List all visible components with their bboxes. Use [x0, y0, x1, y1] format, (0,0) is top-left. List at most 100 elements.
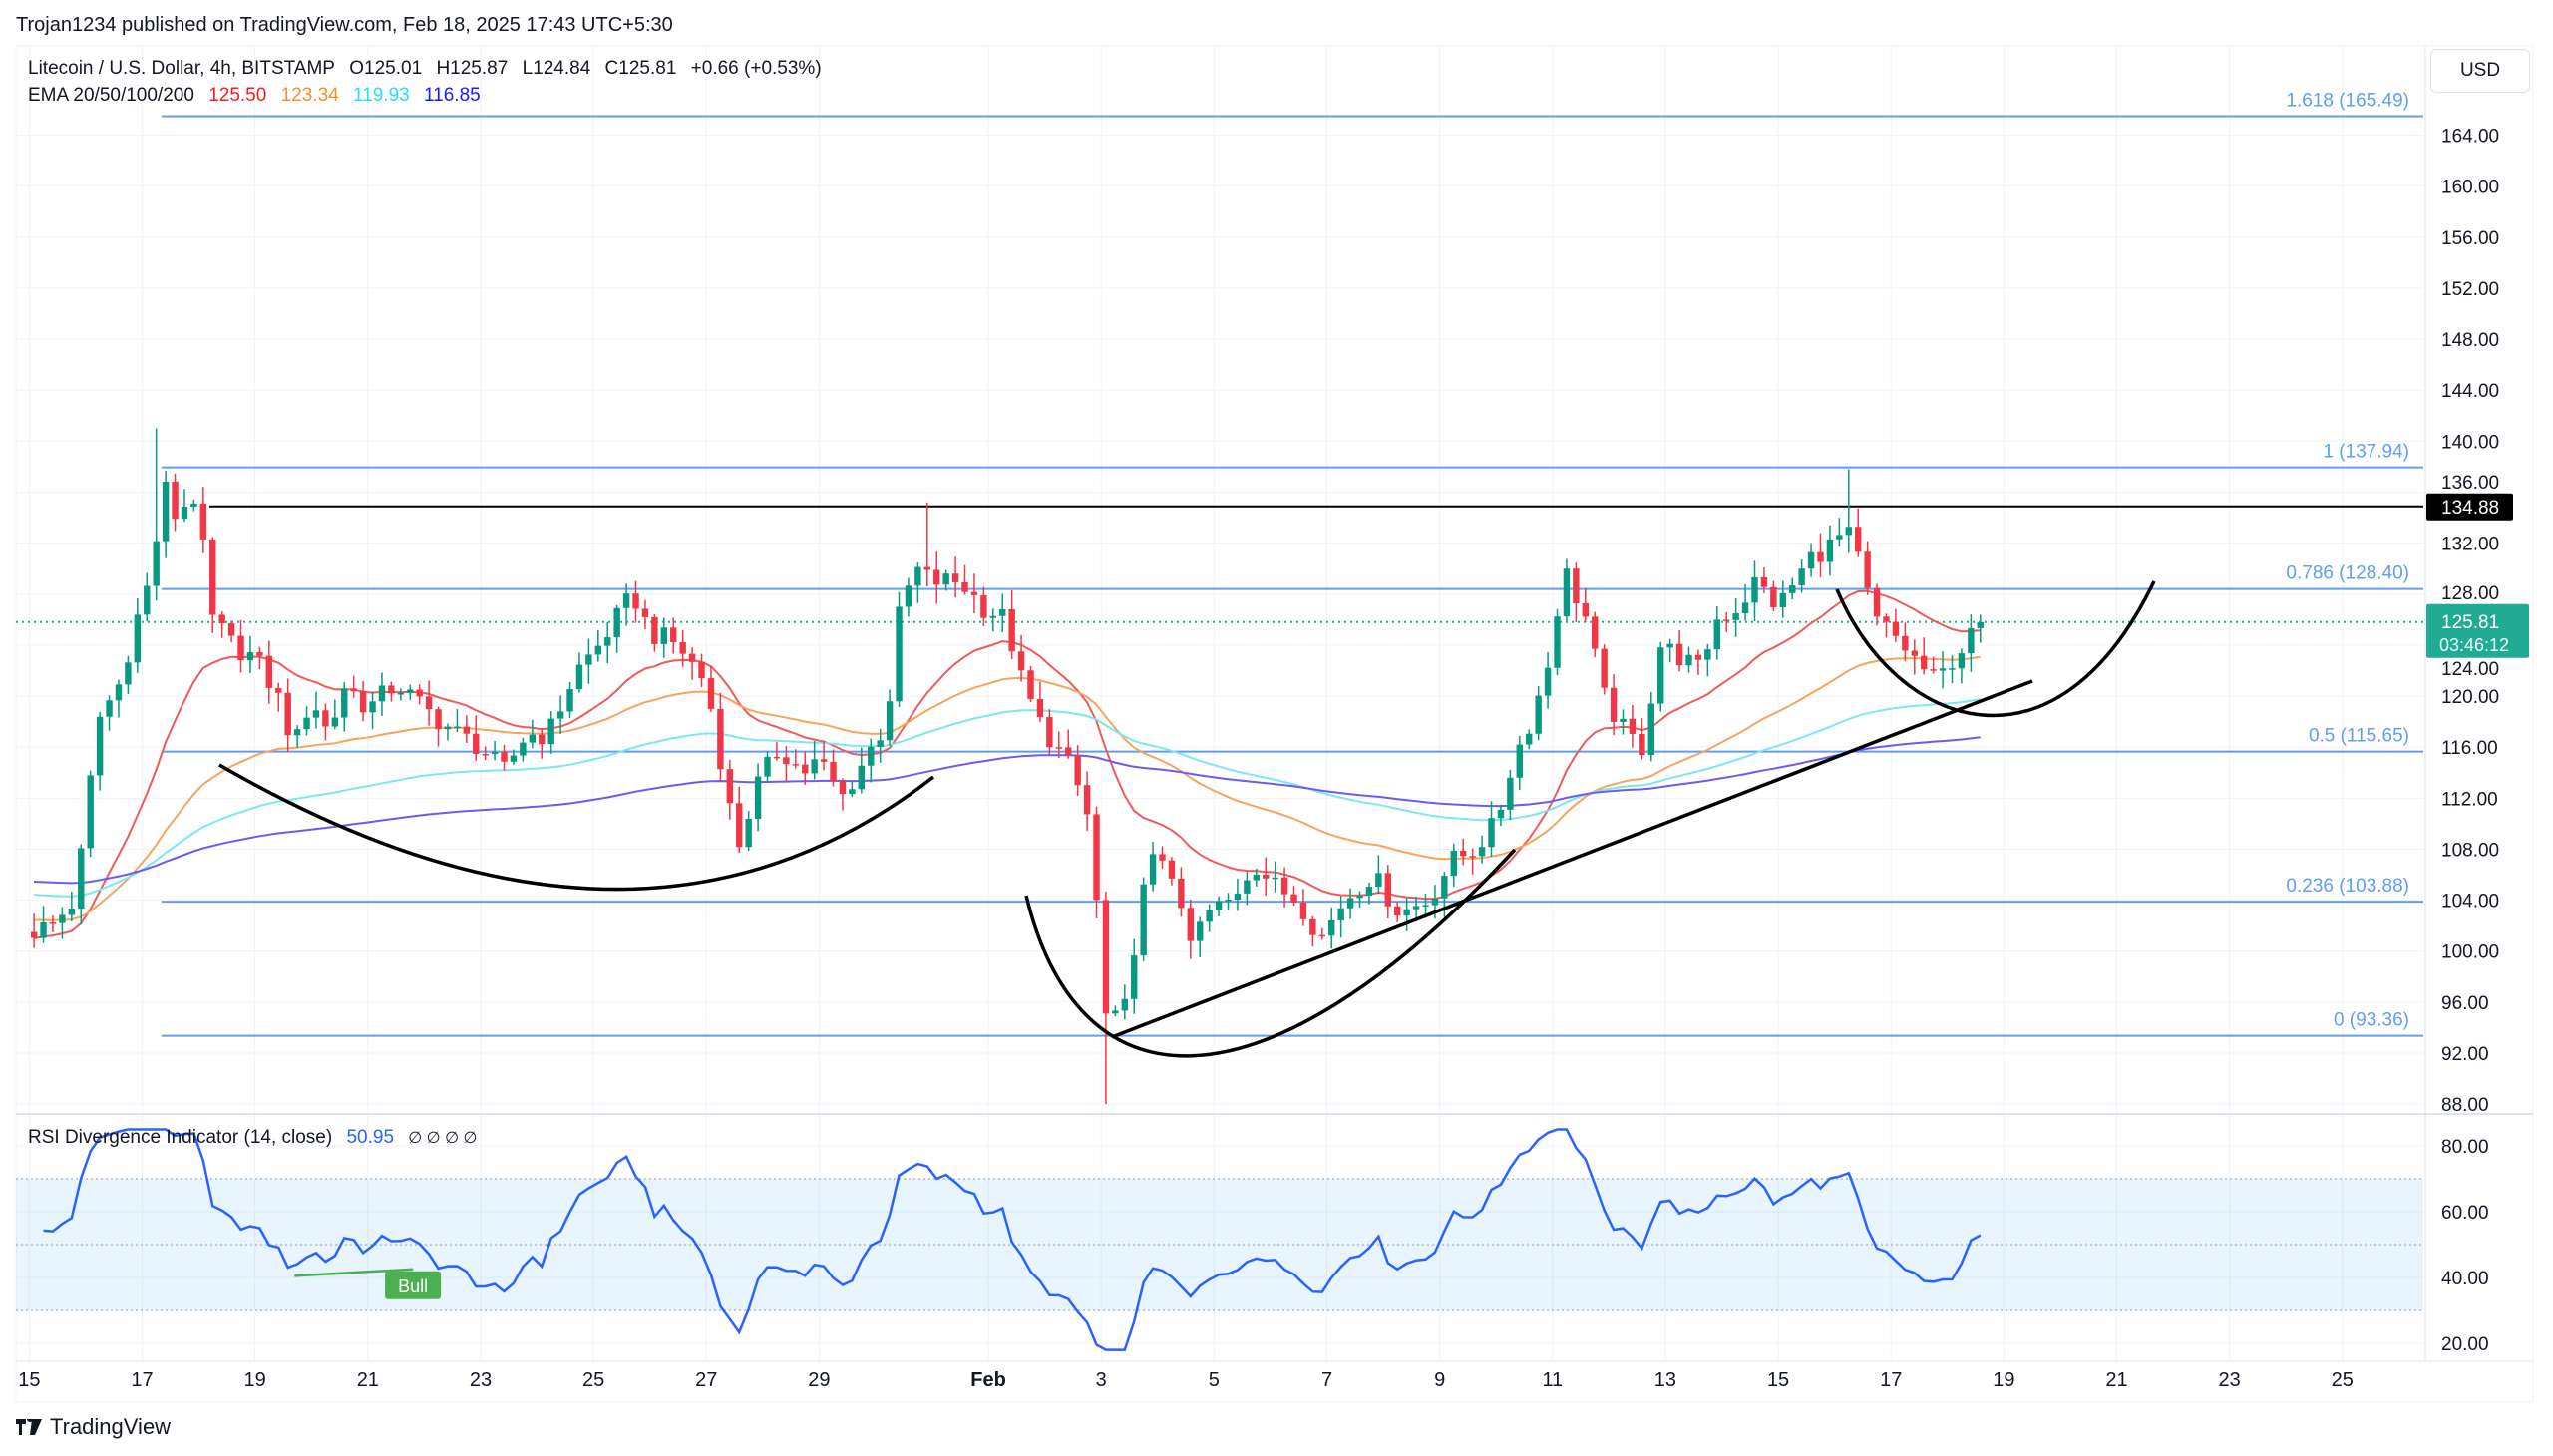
candle-body	[1365, 887, 1373, 897]
time-tick-label: 17	[1880, 1369, 1902, 1391]
fib-label: 0.786 (128.40)	[2286, 563, 2409, 584]
time-tick-label: 25	[2332, 1369, 2354, 1391]
candle-body	[1770, 586, 1777, 608]
price-tick-label: 144.00	[2441, 381, 2499, 402]
tradingview-logo-icon	[16, 1419, 42, 1435]
candle-body	[1620, 718, 1627, 722]
candle-body	[1647, 703, 1654, 756]
candle-body	[679, 642, 686, 654]
ema100-line	[34, 698, 1981, 898]
price-tick-label: 104.00	[2441, 892, 2499, 912]
price-tick-label: 164.00	[2441, 127, 2499, 148]
ascending-trendline[interactable]	[1111, 679, 2033, 1039]
candle-body	[1704, 649, 1711, 660]
candle-body	[961, 581, 968, 592]
candle-body	[350, 688, 357, 692]
candle-body	[905, 585, 912, 607]
candle-body	[78, 848, 85, 910]
candle-body	[1855, 527, 1862, 552]
cup-curve-3[interactable]	[1835, 580, 2156, 718]
candle-body	[811, 759, 818, 774]
candle-body	[923, 566, 931, 570]
candles	[30, 428, 1984, 1105]
candle-body	[1807, 551, 1815, 569]
price-tick-label: 100.00	[2441, 942, 2499, 963]
candle-body	[134, 614, 142, 663]
candle-body	[698, 661, 705, 679]
candle-body	[1299, 902, 1307, 919]
user-drawings[interactable]	[218, 580, 2156, 1058]
brand-name: TradingView	[50, 1414, 172, 1439]
bull-divergence-line	[294, 1268, 414, 1277]
candle-body	[520, 742, 527, 756]
candle-body	[942, 573, 949, 585]
ema100-value: 119.93	[353, 85, 410, 106]
grid	[16, 46, 2533, 1362]
tradingview-logo[interactable]: TradingView	[16, 1414, 171, 1440]
candle-body	[1789, 585, 1796, 593]
currency-button[interactable]: USD	[2430, 49, 2530, 93]
candle-body	[1017, 651, 1025, 671]
candle-body	[858, 765, 866, 790]
candle-body	[1309, 918, 1316, 935]
candle-body	[1422, 905, 1429, 908]
ema-legend[interactable]: EMA 20/50/100/200 125.50 123.34 119.93 1…	[28, 85, 490, 107]
candle-body	[162, 481, 170, 542]
candle-body	[1102, 900, 1110, 1014]
candle-body	[1760, 576, 1768, 587]
candle-body	[745, 819, 752, 848]
price-tick-label: 148.00	[2441, 330, 2499, 351]
candle-body	[547, 718, 554, 745]
candle-body	[444, 726, 452, 730]
candle-body	[1346, 898, 1354, 909]
candle-body	[556, 711, 564, 719]
candle-body	[1601, 648, 1608, 688]
candle-body	[1723, 619, 1730, 621]
rsi-legend[interactable]: RSI Divergence Indicator (14, close) 50.…	[28, 1127, 486, 1149]
candle-body	[839, 781, 847, 795]
candle-body	[1394, 906, 1401, 916]
candle-body	[1159, 854, 1166, 861]
symbol-name[interactable]: Litecoin / U.S. Dollar, 4h, BITSTAMP	[28, 58, 335, 79]
candle-body	[1356, 896, 1363, 899]
candle-body	[1234, 893, 1242, 901]
candle-body	[369, 701, 376, 713]
candle-body	[736, 803, 743, 848]
candle-body	[359, 691, 367, 713]
candle-body	[435, 709, 442, 730]
candle-body	[566, 689, 573, 712]
fib-label: 1.618 (165.49)	[2286, 90, 2409, 111]
time-tick-label: 13	[1654, 1369, 1676, 1391]
candle-body	[1573, 568, 1580, 604]
candle-body	[933, 569, 940, 585]
resistance-price-label: 134.88	[2441, 498, 2499, 519]
candle-body	[641, 608, 649, 617]
candle-body	[1826, 539, 1834, 562]
candle-body	[1253, 874, 1260, 881]
ema200-value: 116.85	[424, 85, 481, 106]
candle-body	[1290, 894, 1297, 903]
candle-body	[1629, 718, 1637, 734]
candle-body	[1149, 854, 1157, 885]
published-info: Trojan1234 published on TradingView.com,…	[16, 14, 673, 36]
candle-body	[754, 776, 762, 820]
cup-curve-2[interactable]	[1024, 848, 1517, 1058]
candle-body	[830, 761, 837, 782]
candle-body	[914, 566, 921, 586]
candle-body	[190, 503, 197, 508]
candle-body	[1685, 654, 1692, 666]
candle-body	[1074, 755, 1081, 786]
fib-label: 0 (93.36)	[2334, 1010, 2409, 1031]
axes: 88.00 92.00 96.00 100.00 104.00 108.00 112.00 1…	[18, 127, 2529, 1391]
candle-body	[510, 755, 518, 762]
bull-label: Bull	[398, 1276, 428, 1296]
rsi-tick-label: 80.00	[2441, 1137, 2489, 1158]
price-tick-label: 136.00	[2441, 473, 2499, 494]
candle-body	[463, 726, 471, 734]
ema20-line	[33, 589, 1981, 939]
ohlc-close: C125.81	[604, 58, 677, 79]
cup-curve-1[interactable]	[218, 763, 935, 892]
candle-body	[539, 734, 546, 745]
resistance-price-label-box	[2426, 493, 2513, 521]
